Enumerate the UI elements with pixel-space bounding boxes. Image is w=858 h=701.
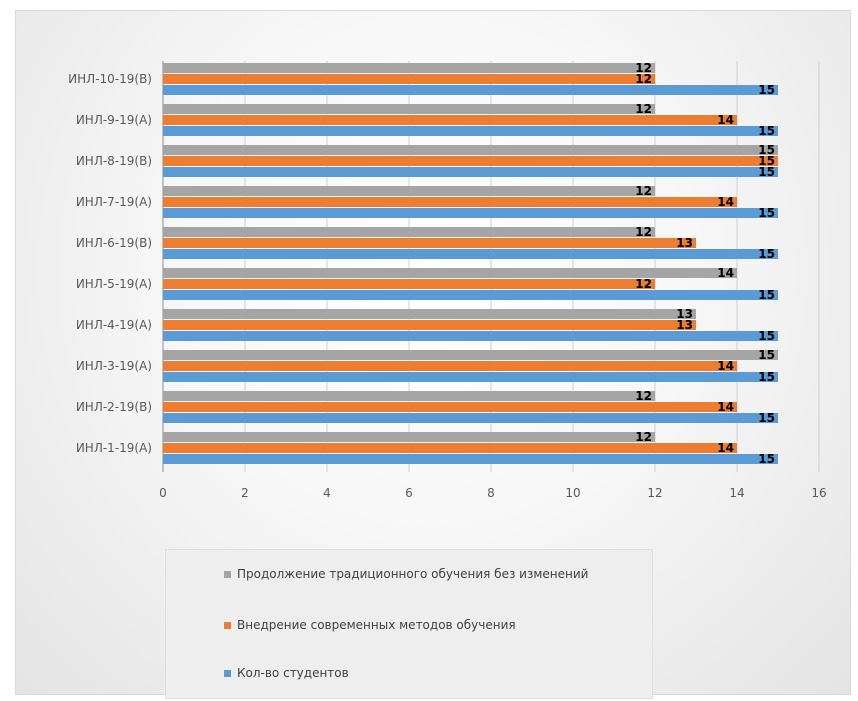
x-tick-label: 4 [323,486,331,500]
x-tick-label: 16 [811,486,826,500]
legend-label-modern: Внедрение современных методов обучения [237,618,516,632]
data-label: 12 [635,277,652,291]
legend-item-students: Кол-во студентов [224,665,349,681]
x-tick-label: 12 [647,486,662,500]
bar [163,350,778,360]
bar-chart: 0 2 4 6 8 10 12 14 16121215ИНЛ-10-19(B)121415ИНЛ… [68,61,827,500]
legend-item-modern: Внедрение современных методов обучения [224,617,516,633]
data-label: 14 [717,441,734,455]
bar [163,74,655,84]
category-label: ИНЛ-7-19(A) [76,195,152,209]
data-label: 12 [635,61,652,75]
legend-label-traditional: Продолжение традиционного обучения без и… [237,567,589,581]
legend-swatch-modern [224,621,231,629]
bar [163,227,655,237]
data-label: 12 [635,430,652,444]
legend-swatch-students [224,669,231,677]
category-label: ИНЛ-6-19(B) [76,236,152,250]
data-label: 13 [676,236,693,250]
bar [163,402,737,412]
chart-area: 0 2 4 6 8 10 12 14 16 12 12 15 ИНЛ-10-19(B) 12 14 15 ИНЛ… [15,10,851,699]
data-label: 14 [717,113,734,127]
data-label: 15 [758,370,775,384]
bar [163,454,778,464]
bar [163,268,737,278]
data-label: 15 [758,154,775,168]
data-label: 15 [758,143,775,157]
category-label: ИНЛ-4-19(A) [76,318,152,332]
bar [163,249,778,259]
bar [163,432,655,442]
bar [163,238,696,248]
legend-swatch-traditional [224,570,231,578]
data-label: 15 [758,124,775,138]
data-label: 13 [676,318,693,332]
bar [163,331,778,341]
category-label: ИНЛ-9-19(A) [76,113,152,127]
x-tick-label: 6 [405,486,413,500]
x-tick-label: 8 [487,486,495,500]
x-tick-label: 10 [565,486,580,500]
bar [163,156,778,166]
data-label: 12 [635,389,652,403]
data-label: 12 [635,184,652,198]
data-label: 15 [758,247,775,261]
category-label: ИНЛ-2-19(B) [76,400,152,414]
category-label: ИНЛ-3-19(A) [76,359,152,373]
bar [163,208,778,218]
bar [163,413,778,423]
data-label: 15 [758,452,775,466]
data-label: 15 [758,165,775,179]
legend-label-students: Кол-во студентов [237,666,349,680]
bar [163,145,778,155]
bar [163,372,778,382]
bar [163,85,778,95]
data-label: 13 [676,307,693,321]
x-tick-label: 0 [159,486,167,500]
data-label: 14 [717,400,734,414]
data-label: 12 [635,225,652,239]
bar [163,186,655,196]
category-label: ИНЛ-1-19(A) [76,441,152,455]
data-label: 15 [758,206,775,220]
bar [163,167,778,177]
category-label: ИНЛ-5-19(A) [76,277,152,291]
data-label: 15 [758,288,775,302]
bar [163,391,655,401]
legend-item-traditional: Продолжение традиционного обучения без и… [224,566,588,582]
data-label: 12 [635,102,652,116]
data-label: 14 [717,266,734,280]
category-label: ИНЛ-8-19(B) [76,154,152,168]
bar [163,115,737,125]
data-label: 15 [758,411,775,425]
bar [163,290,778,300]
data-label: 15 [758,329,775,343]
x-tick-label: 14 [729,486,744,500]
bar [163,63,655,73]
bar [163,361,737,371]
data-label: 15 [758,348,775,362]
category-label: ИНЛ-10-19(B) [68,72,152,86]
bar [163,197,737,207]
bar [163,126,778,136]
data-label: 14 [717,195,734,209]
data-label: 15 [758,83,775,97]
bar [163,320,696,330]
legend: Продолжение традиционного обучения без и… [165,549,653,699]
bar [163,309,696,319]
bar [163,279,655,289]
bar [163,104,655,114]
data-label: 14 [717,359,734,373]
x-tick-label: 2 [241,486,249,500]
data-label: 12 [635,72,652,86]
bar [163,443,737,453]
